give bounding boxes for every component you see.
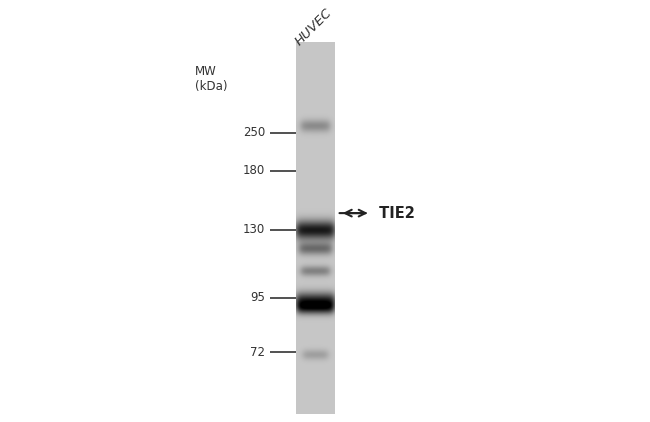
Text: 130: 130 [243,224,265,236]
Bar [296,42,335,414]
Text: 95: 95 [250,291,265,304]
Text: HUVEC: HUVEC [293,6,335,48]
Text: 72: 72 [250,346,265,359]
Text: 250: 250 [243,127,265,139]
Text: TIE2: TIE2 [374,206,415,221]
Text: 180: 180 [243,165,265,177]
Text: MW
(kDa): MW (kDa) [195,65,228,93]
